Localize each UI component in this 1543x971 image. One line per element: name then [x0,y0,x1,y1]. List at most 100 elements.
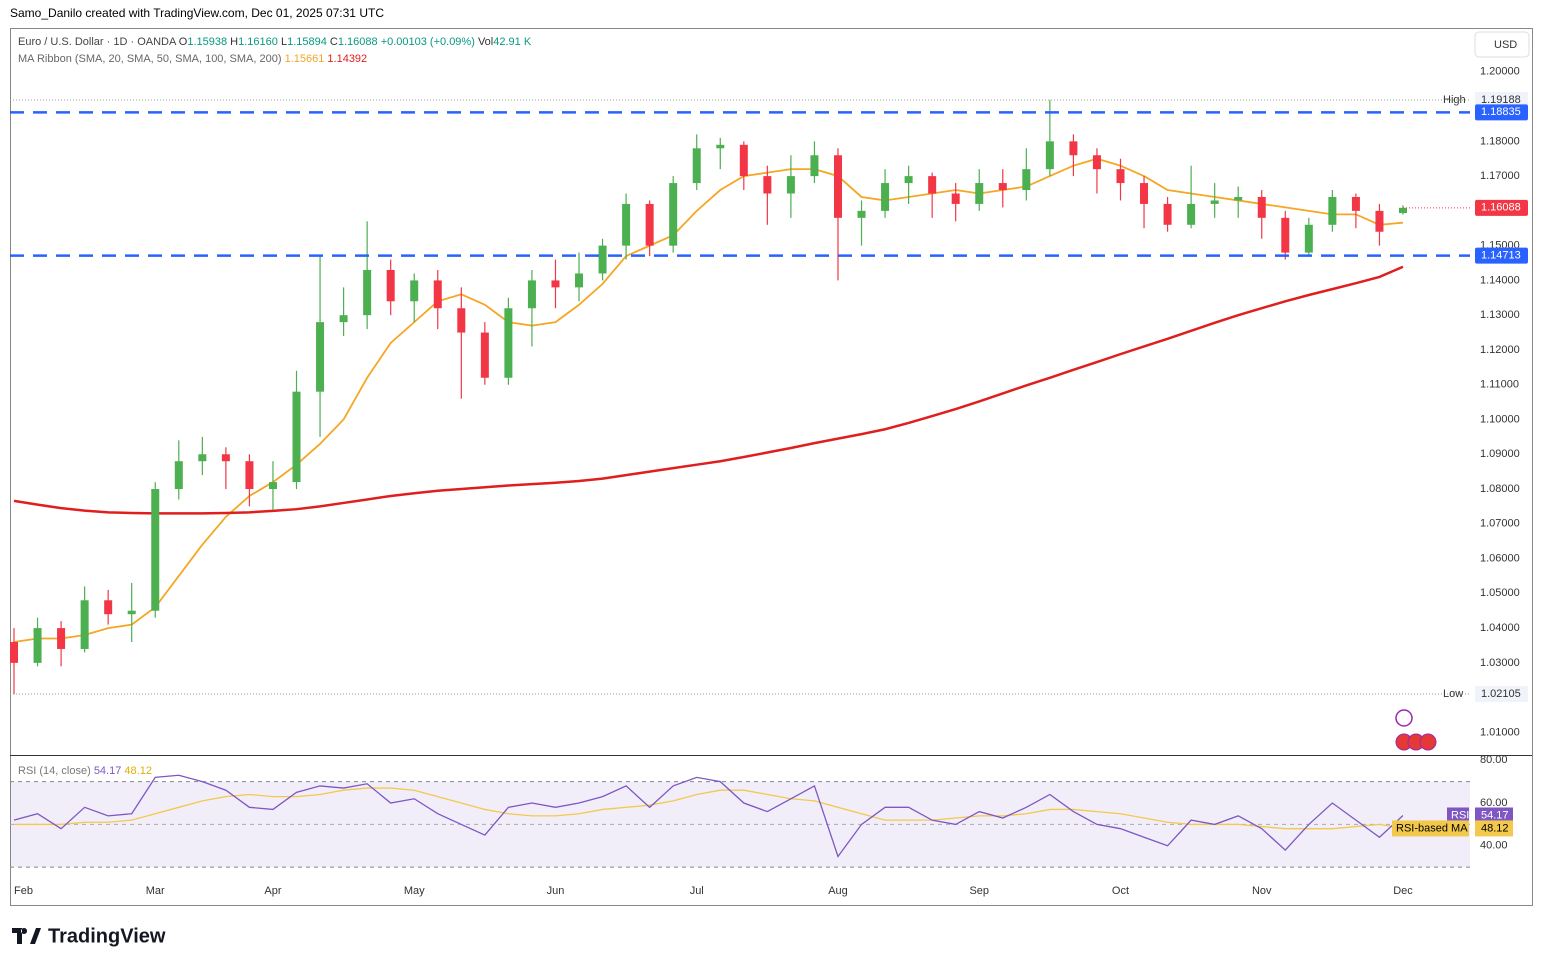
chart-frame [10,28,1533,906]
y-tick-label: 1.13000 [1480,309,1520,321]
y-tick-label: 1.08000 [1480,483,1520,495]
candle-body [1281,217,1290,253]
candle-body [1399,207,1407,214]
rsi-value: 54.17 [1481,809,1509,821]
legend-value: 1.15894 [287,36,327,48]
candle-body [339,315,348,323]
y-tick-label: 1.18000 [1480,135,1520,147]
rsi-value-box [1475,807,1513,824]
x-tick-label: Mar [146,885,165,897]
currency: USD [1494,39,1517,51]
rsi-ma-value-box [1475,820,1513,837]
low-name: Low [1443,688,1463,700]
last-price-box [1475,199,1528,216]
y-tick-label: 1.11000 [1480,379,1519,391]
candle-body [763,176,772,194]
candle-body [386,269,395,302]
candle-body [575,273,584,288]
low-box [1475,685,1528,702]
low-value: 1.02105 [1481,688,1521,700]
candle-body [268,482,277,490]
candle-body [1163,203,1172,225]
candle-body [410,280,419,302]
candle-body [716,144,725,149]
legend-value: 1.15938 [187,36,227,48]
x-tick-label: Jul [690,885,704,897]
candle-body [174,461,183,490]
legend-line: MA Ribbon (SMA, 20, SMA, 50, SMA, 100, S… [18,53,367,65]
legend-value: 1.16088 [338,36,378,48]
legend-key: L [281,36,287,48]
rsi-tick-label: 80.00 [1480,754,1508,766]
candle-body [363,269,372,316]
symbol: Euro / U.S. Dollar · 1D · OANDA [18,36,177,48]
y-tick-label: 1.06000 [1480,552,1520,564]
y-tick-label: 1.05000 [1480,587,1520,599]
last-price-label: 1.16088 [1481,202,1521,214]
candle-body [622,203,631,246]
event-icons[interactable] [1395,709,1437,751]
x-tick-label: Oct [1112,885,1129,897]
candle-body [1328,196,1337,225]
candle-body [221,454,230,462]
x-tick-label: Aug [828,885,848,897]
candle-body [833,155,842,218]
legend-key: H [230,36,238,48]
rsi-ma-line [14,787,1404,830]
y-tick-label: 1.01000 [1480,726,1520,738]
rsi-tick-label: 40.00 [1480,840,1508,852]
rsi-title: RSI (14, close) [18,765,91,777]
legend-key: C [330,36,338,48]
candle-body [1187,203,1196,225]
candle-body [316,322,325,392]
currency-button[interactable] [1474,31,1530,58]
candle-body [151,489,160,611]
candle-body [457,308,466,333]
time-axis: Feb Mar Apr May Jun Jul Aug Sep Oct Nov Dec [14,885,1413,897]
event-icon[interactable] [1419,733,1437,751]
candle-body [33,628,42,663]
candle-body [598,245,607,274]
legend-key: Vol [478,36,493,48]
high-box [1475,92,1528,109]
candle-body [692,148,701,184]
logo-text: TradingView [48,925,166,947]
rsi-ma-value: 48.12 [1481,822,1509,834]
level-label: 1.14713 [1481,250,1521,262]
indicator: MA Ribbon (SMA, 20, SMA, 50, SMA, 100, S… [18,53,282,65]
rsi-ma-tag-box [1392,820,1469,837]
y-tick-label: 1.17000 [1480,170,1520,182]
high-value: 1.19188 [1481,94,1521,106]
candle-body [198,454,207,462]
candle-body [80,600,89,649]
candle-body [1234,196,1243,201]
candle-body [551,280,560,288]
rsi-tick-label: 60.00 [1480,797,1508,809]
rsi-value: 54.17 [94,765,122,777]
candle-body [1022,169,1031,191]
x-tick-label: Sep [969,885,989,897]
candle-body [1140,183,1149,204]
event-icon[interactable] [1395,709,1413,727]
candle-body [104,600,113,615]
candle-body [739,144,748,177]
y-tick-label: 1.03000 [1480,657,1520,669]
y-tick-label: 1.07000 [1480,518,1520,530]
legend-change: +0.00103 (+0.09%) [381,36,475,48]
candle-body [527,280,536,309]
candle-body [975,183,984,204]
y-tick-label: 1.10000 [1480,413,1520,425]
candle-body [951,193,960,204]
rsi-tag-box [1447,807,1469,824]
candle-body [857,210,866,218]
rsi-ma-value: 48.12 [124,765,152,777]
candle-body [998,183,1007,191]
rsi-tag: RSI [1451,809,1469,821]
candle-body [1257,196,1266,218]
ma-line [13,265,1404,515]
candle-body [10,642,18,663]
level-label: 1.18835 [1481,106,1521,118]
level-box [1475,104,1528,121]
rsi-legend: RSI (14, close) 54.17 48.12 [18,765,152,777]
